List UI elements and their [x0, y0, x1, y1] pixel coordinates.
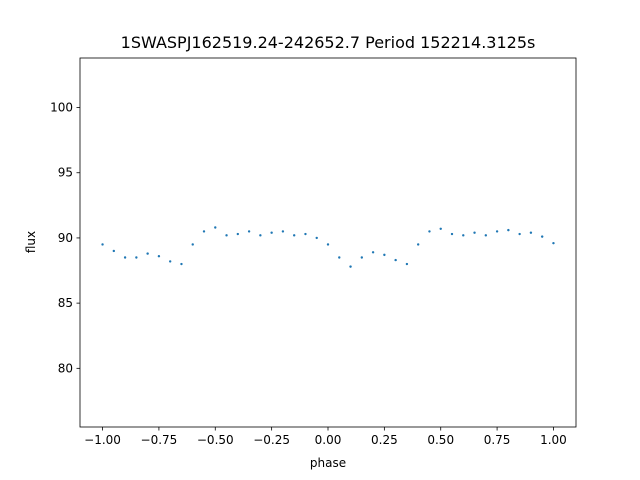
- data-point: [428, 230, 431, 233]
- data-point: [191, 243, 194, 246]
- y-tick-label: 95: [58, 166, 73, 180]
- y-tick-label: 80: [58, 361, 73, 375]
- data-point: [507, 228, 510, 232]
- x-tick-label: 0.25: [371, 433, 398, 447]
- data-point: [214, 226, 217, 229]
- data-point: [135, 256, 138, 259]
- data-point: [416, 243, 420, 246]
- data-point: [394, 258, 397, 262]
- data-point: [383, 253, 386, 257]
- data-point: [304, 232, 307, 236]
- data-point: [168, 260, 172, 263]
- data-point: [439, 227, 442, 231]
- x-axis: −1.00 −0.75 −0.50 −0.25 0.00 0.25 0.50 0.75 1.00: [84, 427, 567, 447]
- data-point: [338, 256, 341, 259]
- data-point: [292, 234, 296, 237]
- y-tick-label: 100: [50, 101, 73, 115]
- data-point: [281, 230, 285, 233]
- data-point: [202, 230, 206, 233]
- data-point: [315, 236, 318, 240]
- scatter-points: [101, 226, 555, 268]
- data-point: [247, 230, 251, 233]
- x-tick-label: 0.75: [484, 433, 511, 447]
- data-point: [236, 232, 240, 236]
- data-point: [495, 230, 499, 233]
- data-point: [259, 234, 262, 237]
- data-point: [157, 254, 161, 258]
- x-tick-label: −0.25: [253, 433, 290, 447]
- data-point: [518, 232, 521, 236]
- data-point: [349, 265, 352, 268]
- data-point: [123, 256, 127, 259]
- x-tick-label: −0.50: [197, 433, 234, 447]
- data-point: [180, 262, 183, 266]
- data-point: [552, 241, 555, 245]
- x-axis-label: phase: [310, 456, 346, 470]
- data-point: [270, 231, 273, 234]
- x-tick-label: −1.00: [84, 433, 121, 447]
- x-tick-label: −0.75: [141, 433, 178, 447]
- data-point: [360, 256, 364, 259]
- data-point: [405, 262, 409, 266]
- data-point: [529, 231, 533, 234]
- data-point: [371, 251, 375, 254]
- data-point: [484, 234, 488, 237]
- x-tick-label: 0.00: [315, 433, 342, 447]
- data-point: [112, 249, 116, 253]
- x-tick-label: 1.00: [540, 433, 567, 447]
- y-axis: 80 85 90 95 100: [50, 101, 80, 375]
- y-tick-label: 85: [58, 296, 73, 310]
- data-point: [101, 243, 104, 246]
- data-point: [450, 232, 454, 236]
- y-tick-label: 90: [58, 231, 73, 245]
- data-point: [326, 243, 330, 246]
- x-tick-label: 0.50: [427, 433, 454, 447]
- data-point: [462, 234, 465, 237]
- y-axis-label: flux: [24, 231, 38, 253]
- data-point: [146, 252, 149, 255]
- plot-frame: [79, 57, 577, 428]
- data-point: [540, 235, 544, 238]
- data-point: [473, 231, 476, 234]
- data-point: [225, 234, 228, 237]
- chart-title: 1SWASPJ162519.24-242652.7 Period 152214.…: [121, 33, 536, 52]
